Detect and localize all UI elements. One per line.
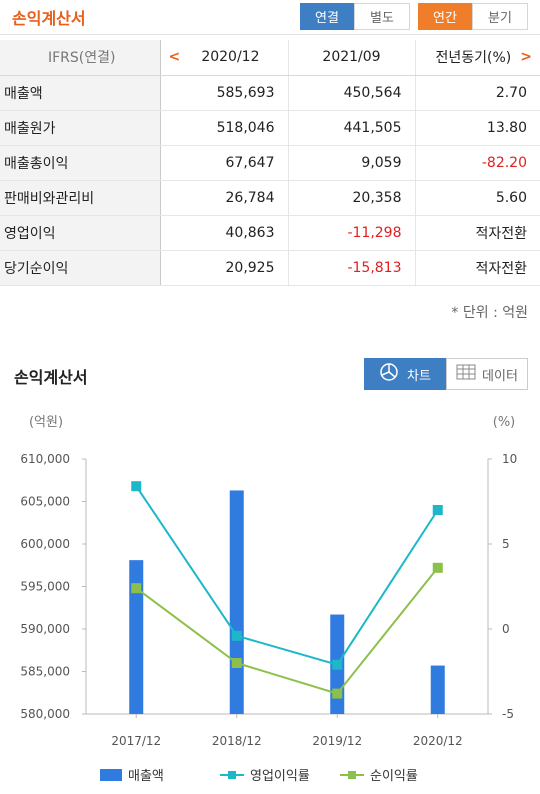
page-title: 손익계산서 xyxy=(12,9,86,28)
left-tick-label: 585,000 xyxy=(20,665,70,679)
separate-toggle[interactable]: 별도 xyxy=(354,3,410,30)
line-point-2 xyxy=(332,688,343,699)
chart-button-label: 차트 xyxy=(407,368,431,384)
right-tick-label: 5 xyxy=(502,537,510,551)
bar-revenue xyxy=(430,665,445,714)
table-row: 당기순이익 20,925 -15,813 적자전환 xyxy=(0,250,540,286)
data-button-label: 데이터 xyxy=(482,368,518,384)
line-point-2 xyxy=(131,583,142,594)
table-cell: 9,059 xyxy=(288,145,416,181)
table-row: 매출원가 518,046 441,505 13.80 xyxy=(0,110,540,146)
table-row: 매출총이익 67,647 9,059 -82.20 xyxy=(0,145,540,181)
section-title: 손익계산서 xyxy=(14,368,88,387)
next-arrow-icon[interactable]: > xyxy=(520,49,532,66)
chart-view-button[interactable]: 차트 xyxy=(364,358,446,390)
left-tick-label: 605,000 xyxy=(20,495,70,509)
line-point-1 xyxy=(231,630,242,641)
left-tick-label: 600,000 xyxy=(20,537,70,551)
legend-item: 영업이익률 xyxy=(220,765,310,784)
right-tick-label: 0 xyxy=(502,622,510,636)
table-cell: 20,925 xyxy=(160,250,289,286)
column-header: 2021/09 xyxy=(288,40,416,76)
table-cell: 2.70 xyxy=(415,75,540,111)
table-cell: -11,298 xyxy=(288,215,416,251)
x-tick-label: 2019/12 xyxy=(312,734,362,748)
table-cell: 450,564 xyxy=(288,75,416,111)
left-axis-unit: (억원) xyxy=(29,415,63,430)
x-tick-label: 2020/12 xyxy=(413,734,463,748)
row-label: 매출원가 xyxy=(0,110,161,146)
bar-revenue xyxy=(229,490,244,714)
prev-arrow-icon[interactable]: < xyxy=(168,49,181,66)
income-chart: (억원) (%) 610,000 605,000 600,000 595,000 590,0… xyxy=(20,415,517,748)
left-tick-label: 590,000 xyxy=(20,622,70,636)
left-tick-label: 595,000 xyxy=(20,580,70,594)
x-tick-label: 2018/12 xyxy=(212,734,262,748)
table-row: 매출액 585,693 450,564 2.70 xyxy=(0,75,540,111)
legend-line-swatch xyxy=(220,770,244,779)
table-cell: 40,863 xyxy=(160,215,289,251)
table-cell: 13.80 xyxy=(415,110,540,146)
unit-note: * 단위 : 억원 xyxy=(451,305,528,321)
table-row: 영업이익 40,863 -11,298 적자전환 xyxy=(0,215,540,251)
line-point-1 xyxy=(432,505,443,515)
table-grid-icon xyxy=(456,364,476,384)
right-axis-unit: (%) xyxy=(493,415,516,430)
header-bar: 손익계산서 연결 별도 연간 분기 xyxy=(0,0,540,35)
table-cell: 적자전환 xyxy=(415,215,540,251)
row-label: 영업이익 xyxy=(0,215,161,251)
row-label: 당기순이익 xyxy=(0,250,161,286)
legend-label: 영업이익률 xyxy=(250,769,310,784)
income-statement-table: IFRS(연결) < 2020/12 2021/09 전년동기(%) > 매출액… xyxy=(0,40,540,286)
pie-chart-icon xyxy=(379,362,399,386)
table-row: 판매비와관리비 26,784 20,358 5.60 xyxy=(0,180,540,216)
line-series-1 xyxy=(135,485,439,666)
table-cell: 5.60 xyxy=(415,180,540,216)
legend-item: 매출액 xyxy=(100,765,164,784)
table-cell: 적자전환 xyxy=(415,250,540,286)
line-point-1 xyxy=(131,481,142,492)
right-tick-label: -5 xyxy=(502,707,514,721)
table-cell: 441,505 xyxy=(288,110,416,146)
column-header: 전년동기(%) > xyxy=(415,40,540,76)
annual-toggle[interactable]: 연간 xyxy=(418,3,472,30)
table-cell: -15,813 xyxy=(288,250,416,286)
legend-bar-swatch xyxy=(100,768,122,781)
row-label: 판매비와관리비 xyxy=(0,180,161,216)
table-cell: 518,046 xyxy=(160,110,289,146)
quarter-toggle[interactable]: 분기 xyxy=(472,3,528,30)
line-point-2 xyxy=(432,562,443,573)
line-point-1 xyxy=(332,659,343,670)
table-cell: 20,358 xyxy=(288,180,416,216)
table-cell: 585,693 xyxy=(160,75,289,111)
legend-label: 매출액 xyxy=(128,769,164,784)
legend-line-swatch xyxy=(340,770,364,779)
column-header-label: 2020/12 xyxy=(201,49,260,66)
table-header-label: IFRS(연결) xyxy=(0,40,161,76)
row-label: 매출총이익 xyxy=(0,145,161,181)
table-cell: -82.20 xyxy=(415,145,540,181)
x-tick-label: 2017/12 xyxy=(111,734,161,748)
legend-label: 순이익률 xyxy=(370,769,418,784)
column-header-label: 전년동기(%) xyxy=(435,50,512,67)
left-tick-label: 610,000 xyxy=(20,452,70,466)
row-label: 매출액 xyxy=(0,75,161,111)
right-tick-label: 10 xyxy=(502,452,517,466)
consolidated-toggle[interactable]: 연결 xyxy=(300,3,354,30)
table-header-row: IFRS(연결) < 2020/12 2021/09 전년동기(%) > xyxy=(0,40,540,76)
data-view-button[interactable]: 데이터 xyxy=(446,358,528,390)
line-point-2 xyxy=(231,658,242,668)
table-cell: 67,647 xyxy=(160,145,289,181)
legend-item: 순이익률 xyxy=(340,765,418,784)
left-tick-label: 580,000 xyxy=(20,707,70,721)
line-series-2 xyxy=(135,567,439,695)
table-cell: 26,784 xyxy=(160,180,289,216)
column-header: < 2020/12 xyxy=(160,40,289,76)
bar-revenue xyxy=(129,560,144,714)
